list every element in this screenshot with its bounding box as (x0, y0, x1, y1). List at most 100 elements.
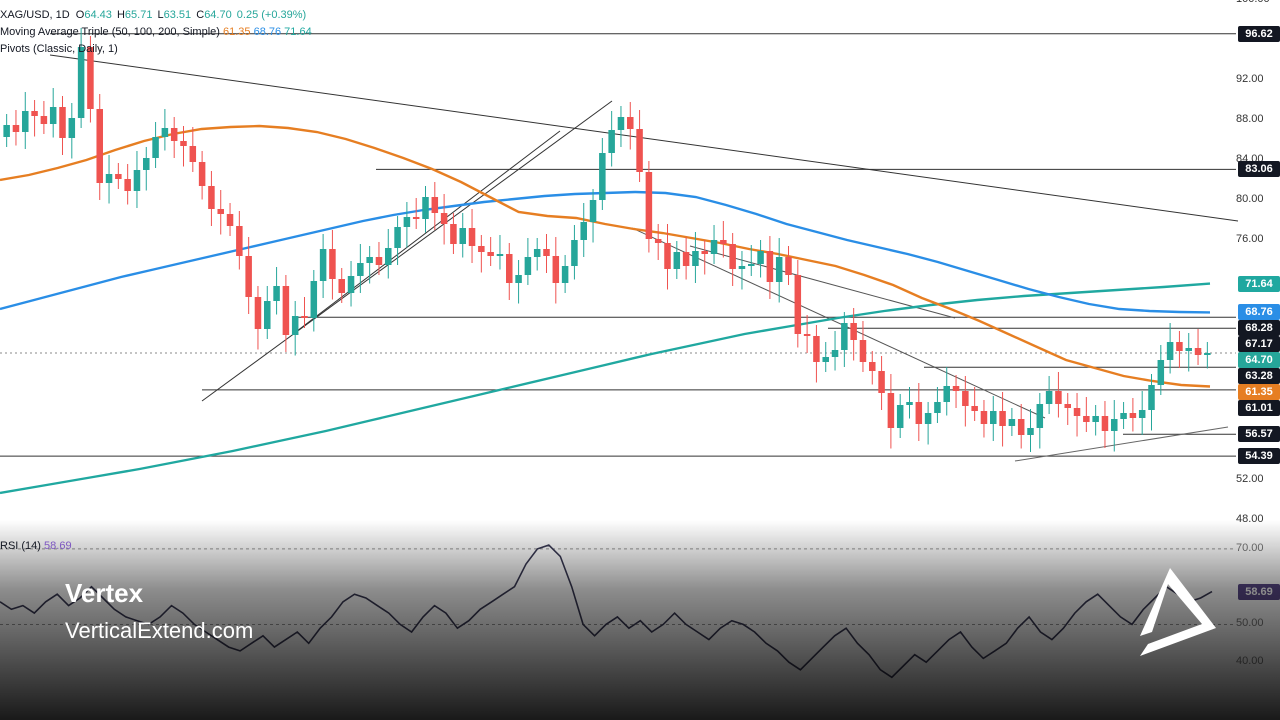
candle-body (394, 227, 401, 248)
candle-body (859, 340, 867, 362)
price-tick-label: 80.00 (1236, 193, 1264, 205)
candle-body (1129, 413, 1137, 418)
candle-body (654, 239, 662, 243)
candle-body (1036, 404, 1044, 428)
symbol-legend: XAG/USD, 1D O64.43 H65.71 L63.51 C64.70 … (0, 9, 306, 21)
candle-body (77, 47, 85, 118)
pivots-label: Pivots (Classic, Daily, 1) (0, 43, 118, 55)
ma100-value: 68.76 (253, 26, 282, 38)
candle-body (1138, 410, 1146, 418)
candle-body (524, 257, 532, 275)
candle-body (1157, 360, 1165, 385)
price-tag-ma50: 61.35 (1238, 384, 1280, 401)
candle-body (720, 240, 727, 244)
candlesticks (3, 28, 1211, 452)
candle-body (701, 251, 708, 254)
candle-body (1111, 419, 1118, 431)
price-tag-level: 61.01 (1238, 400, 1280, 417)
candle-body (906, 402, 913, 405)
rsi-value-tag: 58.69 (1238, 583, 1280, 600)
candle-body (673, 252, 681, 269)
candle-body (180, 141, 187, 146)
trendline-upper (49, 54, 1239, 222)
price-tick-label: 76.00 (1236, 233, 1264, 245)
candle-body (1194, 348, 1202, 355)
candle-body (254, 297, 262, 329)
ma50-line (0, 124, 1211, 388)
candle-body (152, 137, 159, 158)
candle-body (245, 256, 252, 297)
rsi-line (0, 544, 1213, 679)
price-tag-last: 64.70 (1238, 352, 1280, 369)
candle-body (115, 174, 122, 179)
candle-body (273, 286, 280, 301)
candle-body (22, 111, 29, 132)
candle-body (738, 266, 746, 269)
candle-body (627, 117, 634, 129)
candle-body (291, 316, 299, 335)
candle-body (1073, 408, 1081, 416)
candle-body (636, 129, 643, 172)
candle-body (589, 200, 597, 222)
pivots-legend: Pivots (Classic, Daily, 1) (0, 43, 118, 55)
candle-body (599, 153, 606, 200)
candle-body (264, 301, 271, 329)
candle-body (440, 213, 448, 224)
candle-body (347, 276, 355, 293)
candle-body (1120, 413, 1127, 419)
candle-body (645, 172, 653, 239)
ma200-line (0, 282, 1211, 495)
candle-body (3, 125, 10, 137)
candle-body (422, 197, 429, 219)
symbol-label: XAG/USD, 1D (0, 9, 70, 21)
candle-body (943, 386, 950, 402)
candle-body (1176, 342, 1183, 351)
candle-body (366, 257, 373, 263)
candle-body (124, 179, 131, 191)
candle-body (1092, 416, 1099, 422)
candle-body (561, 266, 569, 283)
candle-body (962, 391, 969, 406)
candle-body (831, 350, 839, 357)
rsi-panel (0, 544, 1236, 679)
candle-body (487, 252, 494, 256)
price-change: 0.25 (+0.39%) (236, 9, 307, 21)
candle-body (924, 413, 932, 424)
ma50-value: 61.35 (222, 26, 251, 38)
candle-body (87, 47, 94, 109)
candle-body (40, 116, 48, 124)
candle-body (478, 246, 485, 252)
candle-body (357, 263, 364, 276)
candle-body (189, 146, 197, 162)
candle-body (515, 275, 522, 283)
candle-body (282, 286, 290, 335)
ohlc-open: O64.43 (72, 9, 112, 21)
candle-body (785, 257, 792, 275)
candle-body (431, 197, 439, 213)
candle-body (841, 323, 848, 350)
candle-body (887, 393, 895, 428)
candle-body (338, 279, 345, 293)
price-tag-ma100: 68.76 (1238, 304, 1280, 321)
candle-body (896, 405, 904, 428)
candle-body (1017, 419, 1025, 435)
candle-body (385, 248, 392, 265)
candle-body (682, 252, 690, 266)
candle-body (403, 217, 411, 227)
candle-body (664, 243, 671, 269)
candle-body (543, 249, 550, 256)
candle-body (143, 158, 150, 170)
price-tag-level: 54.39 (1238, 448, 1280, 465)
price-tick-label: 88.00 (1236, 113, 1264, 125)
price-tag-level: 96.62 (1238, 25, 1280, 42)
candle-body (310, 281, 318, 318)
candle-body (217, 209, 224, 214)
candle-body (1055, 391, 1062, 404)
rsi-tick-label: 40.00 (1236, 655, 1264, 668)
price-tick-label: 92.00 (1236, 73, 1264, 85)
candle-body (170, 128, 178, 141)
brand-url[interactable]: VerticalExtend.com (65, 618, 254, 643)
ma-legend: Moving Average Triple (50, 100, 200, Sim… (0, 26, 312, 38)
candle-body (450, 224, 457, 244)
